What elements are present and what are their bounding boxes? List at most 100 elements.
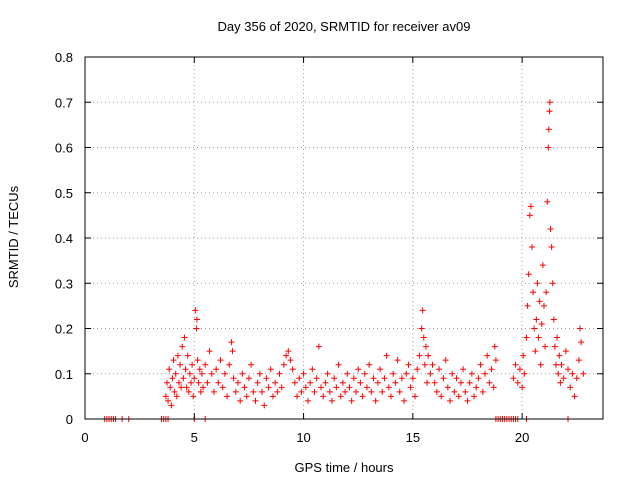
data-point-marker <box>447 397 454 404</box>
data-point-marker <box>181 334 188 341</box>
data-point-marker <box>537 361 544 368</box>
data-point-marker <box>412 393 419 400</box>
data-point-marker <box>372 397 379 404</box>
data-point-marker <box>425 352 432 359</box>
data-point-marker <box>422 343 429 350</box>
data-point-marker <box>243 393 250 400</box>
data-point-marker <box>403 370 410 377</box>
data-point-marker <box>473 384 480 391</box>
data-point-marker <box>477 361 484 368</box>
data-point-marker <box>421 361 428 368</box>
data-point-marker <box>539 262 546 269</box>
data-point-marker <box>392 379 399 386</box>
data-point-marker <box>333 384 340 391</box>
data-point-marker <box>208 370 215 377</box>
data-point-marker <box>217 357 224 364</box>
data-point-marker <box>543 289 550 296</box>
data-point-marker <box>313 375 320 382</box>
data-point-marker <box>553 361 560 368</box>
data-point-marker <box>377 366 384 373</box>
data-point-marker <box>387 393 394 400</box>
data-point-marker <box>530 289 537 296</box>
data-point-marker <box>440 375 447 382</box>
data-point-marker <box>488 366 495 373</box>
y-axis-label: SRMTID / TECUs <box>6 185 21 288</box>
data-point-marker <box>304 397 311 404</box>
data-point-marker <box>171 388 178 395</box>
data-point-marker <box>361 370 368 377</box>
data-point-marker <box>418 325 425 332</box>
data-point-marker <box>320 393 327 400</box>
data-point-marker <box>185 388 192 395</box>
data-point-marker <box>449 370 456 377</box>
data-point-marker <box>162 393 169 400</box>
data-point-marker <box>567 384 574 391</box>
data-point-marker <box>190 393 197 400</box>
data-point-marker <box>492 357 499 364</box>
x-tick-label: 20 <box>515 430 529 445</box>
y-tick-label: 0.2 <box>55 322 73 337</box>
grid-lines <box>85 57 603 419</box>
data-point-marker <box>405 361 412 368</box>
data-point-marker <box>165 397 172 404</box>
data-point-marker <box>433 388 440 395</box>
y-tick-label: 0.6 <box>55 141 73 156</box>
data-point-marker <box>542 343 549 350</box>
data-point-marker <box>394 357 401 364</box>
data-point-marker <box>451 388 458 395</box>
data-point-marker <box>241 384 248 391</box>
data-point-marker <box>232 388 239 395</box>
data-point-marker <box>556 352 563 359</box>
data-point-marker <box>263 375 270 382</box>
data-point-marker <box>278 384 285 391</box>
data-point-marker <box>215 379 222 386</box>
data-point-marker <box>237 397 244 404</box>
data-point-marker <box>274 388 281 395</box>
data-point-marker <box>531 325 538 332</box>
data-point-marker <box>353 388 360 395</box>
data-point-marker <box>484 352 491 359</box>
data-point-marker <box>221 370 228 377</box>
y-tick-label: 0.7 <box>55 95 73 110</box>
data-point-marker <box>535 334 542 341</box>
data-point-marker <box>193 316 200 323</box>
data-point-marker <box>424 379 431 386</box>
data-point-marker <box>302 384 309 391</box>
data-point-marker <box>324 370 331 377</box>
data-point-marker <box>285 348 292 355</box>
data-point-marker <box>283 352 290 359</box>
data-point-marker <box>431 379 438 386</box>
data-point-marker <box>557 379 564 386</box>
data-point-marker <box>267 366 274 373</box>
data-point-marker <box>210 388 217 395</box>
data-point-marker <box>202 361 209 368</box>
x-tick-label: 15 <box>406 430 420 445</box>
data-point-marker <box>457 379 464 386</box>
x-ticks: 0 5 10 15 20 <box>81 57 529 445</box>
data-point-marker <box>398 375 405 382</box>
data-point-marker <box>315 343 322 350</box>
data-point-marker <box>490 384 497 391</box>
data-point-marker <box>545 144 552 151</box>
data-point-marker <box>259 388 266 395</box>
data-point-marker <box>194 357 201 364</box>
data-point-marker <box>468 370 475 377</box>
data-point-marker <box>174 352 181 359</box>
data-point-marker <box>322 379 329 386</box>
data-point-marker <box>571 393 578 400</box>
data-point-marker <box>328 397 335 404</box>
data-point-marker <box>311 388 318 395</box>
data-point-marker <box>195 379 202 386</box>
data-point-marker <box>546 99 553 106</box>
data-point-marker <box>546 108 553 115</box>
data-point-marker <box>163 379 170 386</box>
data-point-marker <box>166 366 173 373</box>
data-point-marker <box>420 334 427 341</box>
data-point-marker <box>475 375 482 382</box>
data-point-marker <box>379 388 386 395</box>
data-point-marker <box>250 388 257 395</box>
data-point-marker <box>229 348 236 355</box>
data-point-marker <box>444 384 451 391</box>
data-point-marker <box>427 370 434 377</box>
data-point-marker <box>224 393 231 400</box>
